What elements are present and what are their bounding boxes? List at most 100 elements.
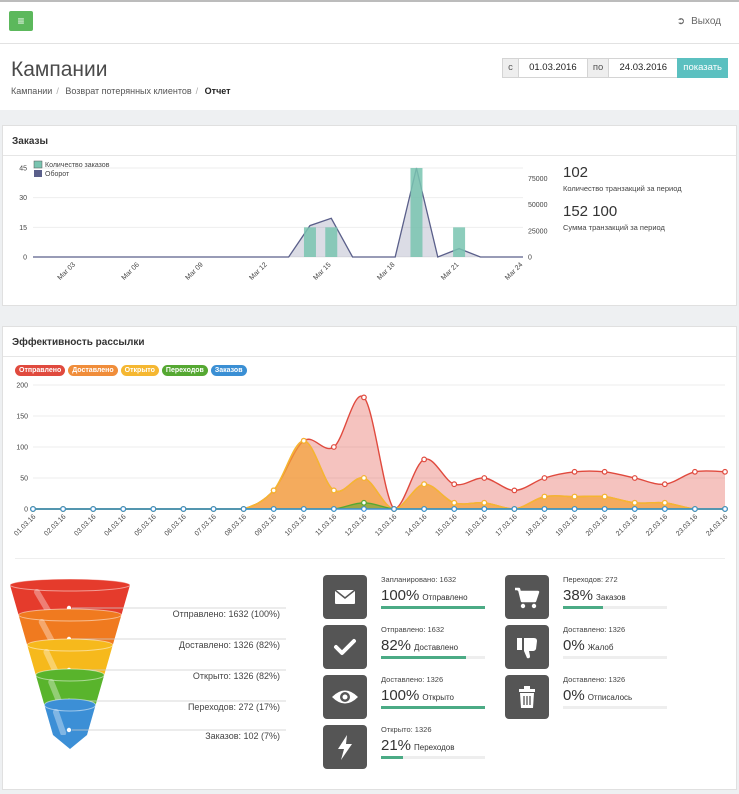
mailing-legend: Отправлено Доставлено Открыто Переходов … [15, 365, 247, 376]
funnel-segment-rim [43, 698, 97, 712]
point-orders [571, 506, 578, 512]
kpi-orders-progress [563, 606, 667, 609]
funnel-segment [35, 675, 105, 705]
point-sent [571, 468, 578, 475]
funnel-label-delivered: Доставлено: 1326 (82%) [178, 640, 280, 650]
point-opened [541, 493, 548, 500]
point-orders [120, 506, 127, 512]
legend-swatch-orders [33, 160, 43, 169]
funnel-tip [53, 735, 87, 749]
logout-link[interactable]: ➲ Выход [676, 16, 721, 27]
point-sent [601, 468, 608, 475]
bar-orders [453, 227, 466, 257]
point-sent [451, 481, 458, 488]
thumbs-down-icon [505, 625, 549, 669]
funnel-label-clicks: Переходов: 272 (17%) [187, 702, 280, 712]
logout-icon: ➲ [676, 16, 686, 27]
x-tick-label: 18.03.16 [525, 513, 549, 537]
envelope-icon [323, 575, 367, 619]
y2-tick-label: 25000 [528, 228, 548, 235]
point-sent [692, 468, 698, 475]
point-orders [240, 506, 247, 512]
point-sent [661, 481, 668, 488]
point-opened [661, 499, 668, 506]
point-orders [511, 506, 518, 512]
y2-tick-label: 50000 [528, 202, 548, 209]
show-button[interactable]: показать [677, 58, 728, 78]
x-tick-label: 12.03.16 [344, 513, 368, 537]
x-tick-label: Mar 21 [440, 261, 460, 281]
point-opened [270, 487, 277, 494]
orders-panel-title: Заказы [3, 126, 736, 156]
point-orders [601, 506, 608, 512]
kpi-opened: Доставлено: 1326 100% Открыто [381, 675, 485, 709]
page-header: Кампании Кампании / Возврат потерянных кл… [0, 44, 739, 110]
point-opened [571, 493, 578, 500]
kpi-delivered-progress [381, 656, 485, 659]
x-tick-label: 01.03.16 [13, 513, 37, 537]
y2-tick-label: 75000 [528, 176, 548, 183]
y-tick-label: 100 [16, 445, 28, 452]
x-tick-label: 21.03.16 [615, 513, 639, 537]
y-tick-label: 0 [24, 507, 28, 514]
kpi-unsubscribed-progress [563, 706, 667, 709]
point-sent [541, 475, 548, 481]
x-tick-label: Mar 03 [57, 261, 77, 281]
y-tick-label: 45 [19, 166, 27, 173]
point-orders [300, 506, 307, 512]
breadcrumb: Кампании / Возврат потерянных клиентов / О… [11, 86, 231, 96]
point-opened [421, 481, 428, 488]
date-from-input[interactable]: 01.03.2016 [518, 58, 587, 78]
legend-orders[interactable]: Заказов [210, 365, 247, 376]
point-opened [481, 499, 488, 506]
x-tick-label: 22.03.16 [645, 513, 669, 537]
point-orders [90, 506, 97, 512]
legend-clicks[interactable]: Переходов [161, 365, 208, 376]
point-orders [391, 506, 397, 512]
x-tick-label: 24.03.16 [705, 513, 729, 537]
point-sent [421, 456, 428, 463]
funnel-stage [43, 698, 97, 736]
funnel-segment-rim [18, 608, 122, 622]
x-tick-label: 14.03.16 [404, 513, 428, 537]
point-orders [631, 506, 638, 512]
legend-delivered[interactable]: Доставлено [68, 365, 118, 376]
bar-orders [303, 227, 316, 257]
kpi-unsubscribed: Доставлено: 1326 0% Отписалось [563, 675, 667, 709]
point-opened [451, 499, 458, 506]
legend-opened[interactable]: Открыто [120, 365, 159, 376]
x-tick-label: 17.03.16 [495, 513, 519, 537]
mailing-chart: 0 50 100 150 200 01.03.16 02.03.16 03.03.16 04.0… [13, 383, 729, 538]
transactions-count-label: Количество транзакций за период [563, 184, 682, 193]
funnel-segment [18, 615, 122, 645]
transactions-count-value: 102 [563, 164, 589, 181]
series-sent-area [33, 396, 725, 509]
point-orders [330, 506, 337, 512]
breadcrumb-item-campaigns[interactable]: Кампании [11, 86, 53, 96]
x-tick-label: 16.03.16 [465, 513, 489, 537]
funnel-highlight [52, 709, 67, 736]
x-tick-label: 10.03.16 [284, 513, 308, 537]
x-tick-label: Mar 12 [248, 261, 268, 281]
kpi-sent: Запланировано: 1632 100% Отправлено [381, 575, 485, 609]
funnel-segment [10, 585, 130, 615]
date-from-label: с [502, 58, 519, 78]
y2-tick-label: 0 [528, 255, 532, 262]
kpi-complaints-progress [563, 656, 667, 659]
kpi-delivered: Отправлено: 1632 82% Доставлено [381, 625, 485, 659]
x-tick-label: 06.03.16 [164, 513, 188, 537]
series-turnover-area [33, 168, 523, 257]
breadcrumb-item-campaign[interactable]: Возврат потерянных клиентов [65, 86, 192, 96]
x-tick-label: 11.03.16 [314, 513, 338, 537]
x-tick-label: 02.03.16 [43, 513, 67, 537]
x-tick-label: Mar 18 [376, 261, 396, 281]
y-tick-label: 50 [20, 476, 28, 483]
funnel-label-orders: Заказов: 102 (7%) [205, 731, 280, 741]
menu-button[interactable]: ≡ [9, 11, 33, 31]
x-tick-label: 13.03.16 [374, 513, 398, 537]
kpi-complaints: Доставлено: 1326 0% Жалоб [563, 625, 667, 659]
x-tick-label: 05.03.16 [134, 513, 158, 537]
date-to-input[interactable]: 24.03.2016 [609, 58, 678, 78]
date-to-label: по [586, 58, 610, 78]
legend-sent[interactable]: Отправлено [15, 365, 66, 376]
